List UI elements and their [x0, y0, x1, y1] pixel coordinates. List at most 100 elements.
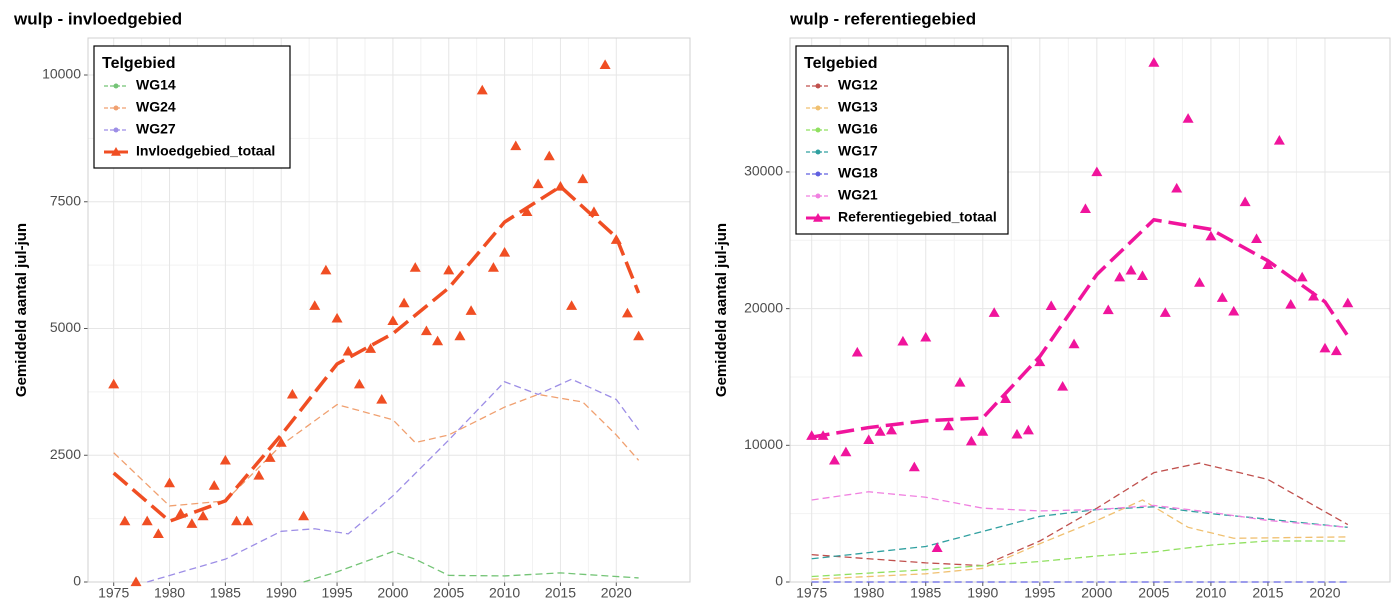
legend-key [815, 171, 821, 177]
point [119, 515, 131, 526]
x-tick-label: 2005 [1138, 585, 1169, 601]
point [1342, 297, 1354, 308]
point [828, 454, 840, 465]
point [152, 528, 164, 538]
legend-title: Telgebied [804, 55, 878, 72]
point [365, 343, 377, 353]
legend-key [113, 83, 119, 89]
point [988, 307, 1000, 317]
x-tick-label: 1980 [154, 585, 185, 601]
point [1068, 338, 1080, 349]
point [487, 262, 499, 272]
y-tick-label: 30000 [744, 163, 783, 179]
point [977, 426, 989, 436]
x-tick-label: 2020 [601, 585, 632, 601]
point [1136, 270, 1148, 280]
x-tick-label: 2015 [1252, 585, 1283, 601]
trend-line [811, 506, 1348, 560]
x-tick-label: 1995 [321, 585, 352, 601]
legend-label: Invloedgebied_totaal [136, 143, 275, 159]
y-axis-label: Gemiddeld aantal jul-jun [13, 223, 30, 397]
legend-label: WG14 [136, 77, 176, 93]
point [208, 480, 220, 490]
x-tick-label: 2010 [489, 585, 520, 601]
legend-label: WG16 [838, 121, 878, 137]
x-tick-label: 2000 [377, 585, 408, 601]
trend-line [113, 393, 640, 507]
chart-title: wulp - invloedgebied [13, 9, 182, 28]
point [1102, 304, 1114, 315]
legend-key [815, 149, 821, 155]
point [275, 437, 287, 447]
x-tick-label: 2000 [1081, 585, 1112, 601]
legend-label: WG18 [838, 165, 878, 181]
y-tick-label: 10000 [42, 66, 81, 82]
trend-line [811, 540, 1348, 578]
x-tick-label: 1975 [796, 585, 827, 601]
point [454, 330, 466, 341]
x-tick-label: 2005 [433, 585, 464, 601]
point [141, 515, 153, 526]
x-tick-label: 1995 [1024, 585, 1055, 601]
point [320, 264, 332, 275]
point [331, 312, 343, 323]
point [1205, 230, 1217, 241]
point [1194, 277, 1206, 287]
point [1262, 259, 1274, 270]
point [863, 434, 875, 444]
legend-key [111, 147, 121, 156]
legend-label: WG17 [838, 143, 878, 159]
point [1251, 233, 1263, 244]
point [1319, 342, 1331, 353]
point [108, 378, 120, 389]
point [432, 335, 444, 346]
point [1114, 271, 1126, 282]
point [1148, 57, 1160, 67]
point [1079, 203, 1091, 213]
legend-key [815, 193, 821, 199]
point [943, 420, 955, 431]
point [197, 510, 209, 521]
point [342, 345, 354, 356]
x-tick-label: 2015 [545, 585, 576, 601]
point [1045, 300, 1057, 311]
legend-key [815, 105, 821, 111]
point [1000, 393, 1012, 403]
point [1022, 424, 1034, 435]
point [874, 426, 886, 436]
point [621, 307, 633, 318]
legend-title: Telgebied [102, 55, 176, 72]
legend-label: WG27 [136, 121, 176, 137]
legend-key [113, 105, 119, 111]
x-tick-label: 2010 [1195, 585, 1226, 601]
point [130, 576, 142, 587]
point [633, 330, 645, 341]
x-tick-label: 1990 [967, 585, 998, 601]
point [1057, 381, 1069, 391]
legend-key [815, 83, 821, 89]
trend-line [303, 550, 639, 583]
point [1159, 307, 1171, 317]
x-tick-label: 1985 [910, 585, 941, 601]
point [1330, 345, 1342, 356]
legend-key [815, 127, 821, 133]
point [886, 424, 898, 435]
y-axis-label: Gemiddeld aantal jul-jun [713, 223, 730, 397]
legend-key [113, 127, 119, 133]
point [353, 378, 365, 389]
chart-title: wulp - referentiegebied [789, 9, 976, 28]
point [931, 542, 943, 552]
point [253, 470, 265, 480]
point [219, 454, 231, 465]
y-tick-label: 7500 [50, 192, 81, 208]
point [510, 140, 522, 151]
point [443, 264, 455, 275]
x-tick-label: 1990 [266, 585, 297, 601]
legend-box [795, 45, 1009, 235]
point [499, 246, 511, 257]
legend-label: WG21 [838, 187, 878, 203]
trend-line [811, 217, 1350, 439]
point [1273, 135, 1285, 145]
